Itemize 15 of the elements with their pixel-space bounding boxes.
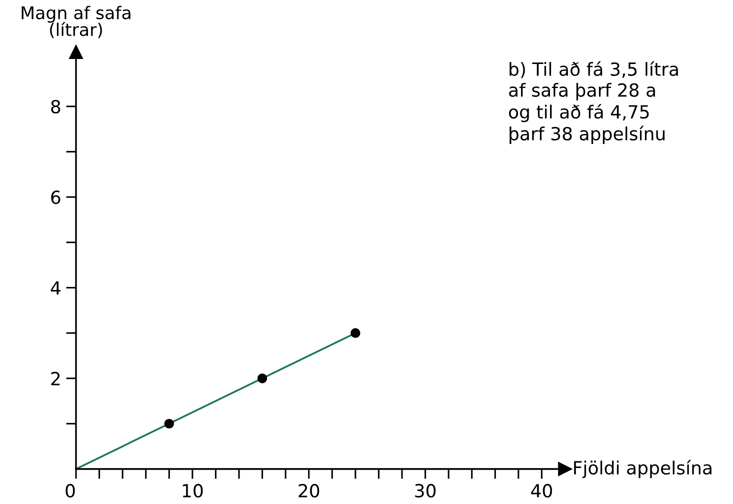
- y-axis-title: Magn af safa (lítrar): [22, 6, 130, 38]
- x-tick-label: 20: [298, 484, 320, 498]
- x-tick-label: 30: [415, 484, 436, 498]
- y-tick-label: 8: [51, 100, 60, 114]
- x-tick-label: 10: [182, 484, 203, 498]
- x-axis-title: Fjöldi appelsína: [574, 460, 712, 478]
- point: [257, 373, 268, 384]
- annotation: b) Til að fá 3,5 lítra af safa þarf 28 a og til að fá 4,75 þarf 38 appelsínu: [508, 61, 678, 144]
- x-tick-label: 0: [66, 484, 75, 498]
- point: [350, 328, 360, 338]
- y-tick-label: 6: [51, 190, 60, 204]
- y-tick-label: 2: [51, 372, 60, 386]
- y-tick-label: 4: [50, 281, 60, 295]
- point: [164, 418, 174, 429]
- x-tick-label: 40: [531, 484, 552, 498]
